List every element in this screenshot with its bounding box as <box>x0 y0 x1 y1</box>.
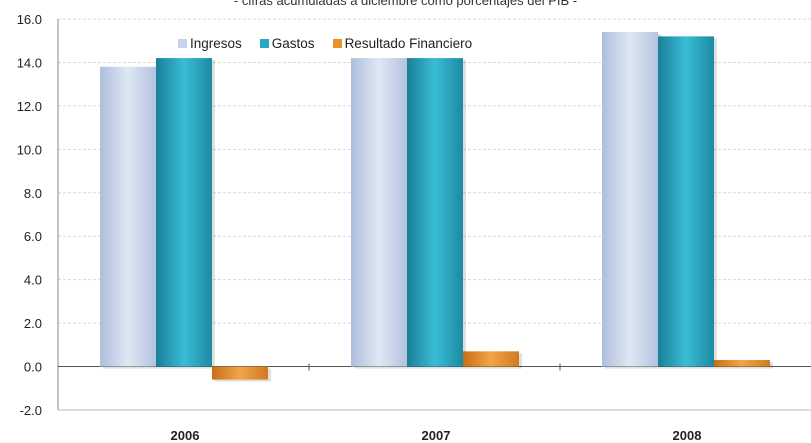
y-tick-label: -2.0 <box>20 403 42 418</box>
y-tick-label: 6.0 <box>24 229 42 244</box>
legend-item-resultado: Resultado Financiero <box>332 36 473 51</box>
y-tick-label: 0.0 <box>24 360 42 375</box>
y-tick-label: 12.0 <box>17 99 42 114</box>
legend-swatch-gastos <box>259 39 269 48</box>
bar-gastos-2008 <box>658 36 714 367</box>
legend-label-ingresos: Ingresos <box>190 36 242 51</box>
x-tick-label-2007: 2007 <box>422 428 451 443</box>
y-tick-label: 10.0 <box>17 142 42 157</box>
y-tick-label: 4.0 <box>24 273 42 288</box>
legend-swatch-resultado <box>332 39 342 48</box>
chart-legend: Ingresos Gastos Resultado Financiero <box>178 36 490 51</box>
x-tick-label-2008: 2008 <box>673 428 702 443</box>
bar-ingresos-2006 <box>100 66 156 367</box>
legend-label-resultado: Resultado Financiero <box>344 36 473 51</box>
y-tick-label: 8.0 <box>24 186 42 201</box>
bar-resultado-2007 <box>463 351 519 367</box>
chart-subtitle: - cifras acumuladas a diciembre como por… <box>233 0 578 8</box>
bar-gastos-2006 <box>156 58 212 367</box>
bar-ingresos-2008 <box>602 32 658 367</box>
legend-swatch-ingresos <box>178 39 187 48</box>
y-tick-label: 14.0 <box>17 55 42 70</box>
y-tick-label: 16.0 <box>17 12 42 27</box>
x-tick-label-2006: 2006 <box>171 428 200 443</box>
bar-resultado-2006 <box>212 366 268 380</box>
bar-resultado-2008 <box>714 360 770 367</box>
bar-ingresos-2007 <box>351 58 407 367</box>
legend-item-gastos: Gastos <box>259 36 315 51</box>
legend-item-ingresos: Ingresos <box>178 36 242 51</box>
bar-gastos-2007 <box>407 58 463 367</box>
y-tick-label: 2.0 <box>24 316 42 331</box>
legend-label-gastos: Gastos <box>271 36 315 51</box>
